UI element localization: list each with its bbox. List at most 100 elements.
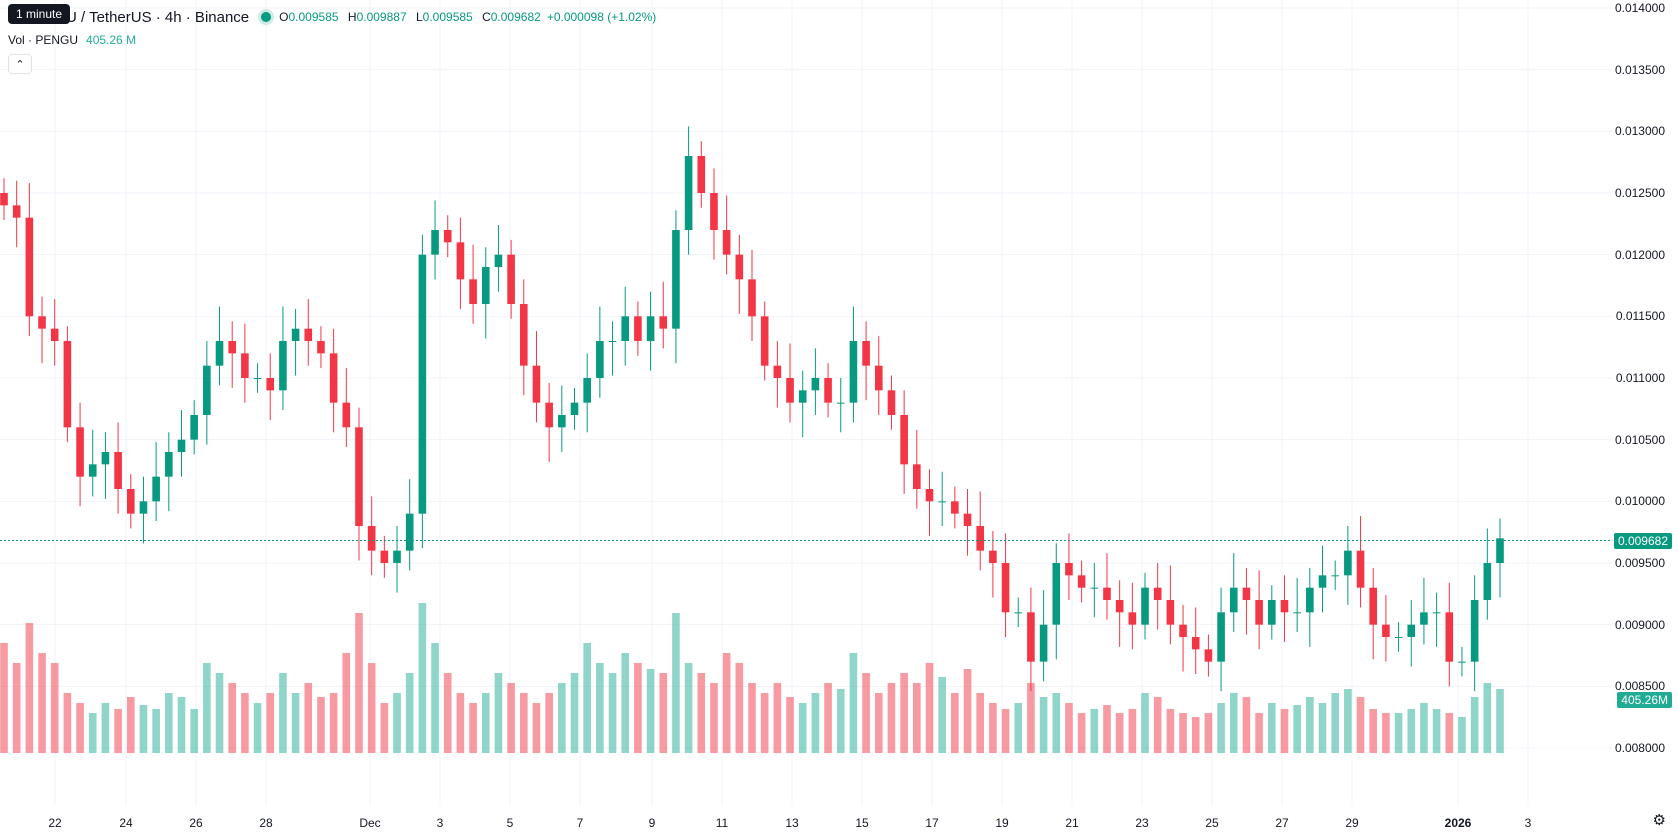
candle-body bbox=[114, 452, 122, 489]
volume-bar bbox=[190, 709, 198, 753]
candle-body bbox=[469, 279, 477, 304]
volume-bar bbox=[811, 693, 820, 753]
candle-body bbox=[735, 254, 744, 280]
volume-bar bbox=[1179, 713, 1187, 753]
candle-body bbox=[228, 341, 237, 354]
volume-bar bbox=[152, 709, 160, 753]
volume-bar bbox=[177, 697, 186, 753]
price-axis-label: 0.011500 bbox=[1615, 309, 1665, 324]
time-axis-label: 15 bbox=[855, 816, 869, 830]
volume-bar bbox=[672, 613, 680, 753]
volume-bar bbox=[583, 643, 591, 753]
candle-body bbox=[1432, 612, 1441, 614]
candle-body bbox=[1394, 637, 1403, 638]
volume-bar bbox=[786, 697, 794, 753]
time-axis-label: 24 bbox=[119, 816, 133, 830]
volume-bar bbox=[494, 673, 503, 753]
volume-bar bbox=[1052, 693, 1061, 753]
price-axis-label: 0.008500 bbox=[1614, 679, 1665, 694]
candle-body bbox=[1166, 600, 1175, 625]
volume-bar bbox=[596, 663, 604, 753]
candle-body bbox=[1407, 624, 1416, 637]
candle-body bbox=[279, 341, 287, 391]
volume-bar bbox=[1229, 693, 1238, 753]
candle-body bbox=[1458, 661, 1466, 663]
volume-bar bbox=[1191, 717, 1200, 753]
candle-body bbox=[824, 378, 832, 403]
volume-bar bbox=[951, 693, 959, 753]
volume-bar bbox=[710, 683, 718, 753]
collapse-legend-button[interactable]: ⌃ bbox=[8, 54, 32, 74]
candle-body bbox=[659, 316, 668, 329]
volume-bar bbox=[329, 693, 338, 753]
candle-body bbox=[1255, 600, 1263, 625]
price-axis-label: 0.013500 bbox=[1614, 62, 1665, 77]
volume-label[interactable]: Vol · PENGU bbox=[8, 33, 79, 47]
candle-body bbox=[1179, 624, 1187, 637]
candle-body bbox=[1001, 563, 1010, 613]
symbol-title[interactable]: U / TetherUS · 4h · Binance bbox=[66, 8, 250, 26]
candle-body bbox=[1470, 600, 1479, 662]
volume-bar bbox=[12, 663, 21, 753]
candle-body bbox=[773, 365, 782, 378]
volume-bar bbox=[913, 683, 921, 753]
time-axis-label: 19 bbox=[995, 816, 1009, 830]
volume-bar bbox=[532, 703, 541, 753]
candle-body bbox=[1052, 563, 1061, 625]
volume-bar bbox=[748, 683, 756, 753]
candle-body bbox=[38, 316, 46, 329]
price-axis-label: 0.010000 bbox=[1614, 494, 1665, 509]
volume-bar bbox=[1217, 703, 1225, 753]
volume-bar bbox=[558, 683, 566, 753]
low-value: 0.009585 bbox=[422, 10, 473, 24]
candle-body bbox=[380, 550, 389, 563]
price-axis-label: 0.013000 bbox=[1614, 124, 1665, 139]
volume-bar bbox=[25, 623, 34, 753]
candle-body bbox=[25, 217, 34, 317]
candle-body bbox=[1039, 624, 1048, 662]
candle-body bbox=[1356, 550, 1365, 588]
candle-body bbox=[1027, 612, 1035, 662]
volume-bar bbox=[88, 713, 97, 753]
time-axis-label: 7 bbox=[576, 816, 584, 830]
volume-bar bbox=[1432, 709, 1441, 753]
interval-tooltip: 1 minute bbox=[8, 4, 71, 24]
candle-body bbox=[12, 205, 21, 218]
candle-body bbox=[545, 402, 553, 428]
volume-bar bbox=[1039, 697, 1048, 753]
candle-body bbox=[355, 427, 363, 526]
volume-bar bbox=[684, 663, 693, 753]
volume-bar bbox=[1153, 697, 1162, 753]
candle-body bbox=[1267, 600, 1276, 625]
candle-body bbox=[925, 489, 934, 502]
volume-bar bbox=[722, 653, 731, 753]
volume-bar bbox=[0, 643, 8, 753]
candle-body bbox=[874, 365, 883, 391]
volume-bar bbox=[1293, 705, 1301, 753]
candle-body bbox=[1065, 563, 1073, 576]
volume-bar bbox=[38, 653, 46, 753]
volume-bar bbox=[317, 697, 325, 753]
candle-body bbox=[342, 402, 351, 428]
volume-bar bbox=[1014, 703, 1023, 753]
volume-bar bbox=[1356, 697, 1365, 753]
candle-body bbox=[177, 439, 186, 452]
volume-bar bbox=[1407, 709, 1416, 753]
volume-bar bbox=[963, 669, 972, 753]
time-axis-label: 23 bbox=[1135, 816, 1149, 830]
candle-body bbox=[913, 464, 921, 489]
settings-gear-icon[interactable]: ⚙ bbox=[1652, 812, 1666, 829]
volume-bar bbox=[1090, 709, 1099, 753]
volume-bar bbox=[126, 697, 135, 753]
candle-body bbox=[101, 452, 110, 465]
price-axis-label: 0.012500 bbox=[1614, 186, 1665, 200]
candle-body bbox=[634, 316, 642, 341]
candle-body bbox=[1483, 563, 1492, 600]
volume-bar bbox=[862, 673, 870, 753]
volume-bar bbox=[1306, 697, 1314, 753]
volume-bar bbox=[849, 653, 858, 753]
close-value: 0.009682 bbox=[490, 10, 541, 24]
volume-bar bbox=[101, 703, 110, 753]
candle-body bbox=[367, 526, 376, 551]
